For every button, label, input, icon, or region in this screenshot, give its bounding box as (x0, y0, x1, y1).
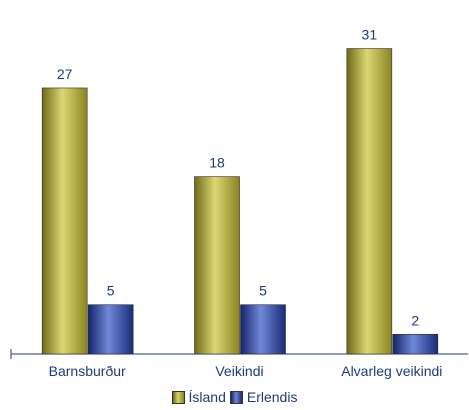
bar-erlendis-1 (240, 304, 286, 355)
data-label-island-1: 18 (209, 155, 225, 171)
legend-item-erlendis: Erlendis (229, 389, 298, 405)
legend-item-island: Ísland (171, 389, 226, 405)
data-label-erlendis-0: 5 (107, 283, 115, 299)
bar-island-1 (194, 176, 240, 355)
legend-swatch-erlendis (229, 390, 243, 404)
data-label-island-2: 31 (362, 27, 378, 43)
bar-island-0 (41, 87, 88, 355)
data-label-erlendis-2: 2 (411, 312, 419, 328)
bar-erlendis-0 (87, 304, 134, 355)
x-tick-label-0: Barnsburður (49, 363, 126, 379)
legend-label-island: Ísland (188, 389, 226, 405)
legend-label-erlendis: Erlendis (246, 389, 298, 405)
bar-erlendis-2 (392, 333, 439, 355)
x-tick-label-1: Veikindi (215, 363, 263, 379)
bar-island-2 (346, 48, 393, 355)
legend-swatch-island (171, 390, 185, 404)
data-label-island-0: 27 (57, 66, 73, 82)
x-tick-label-2: Alvarleg veikindi (341, 363, 442, 379)
data-label-erlendis-1: 5 (259, 283, 267, 299)
legend: Ísland Erlendis (0, 388, 469, 406)
